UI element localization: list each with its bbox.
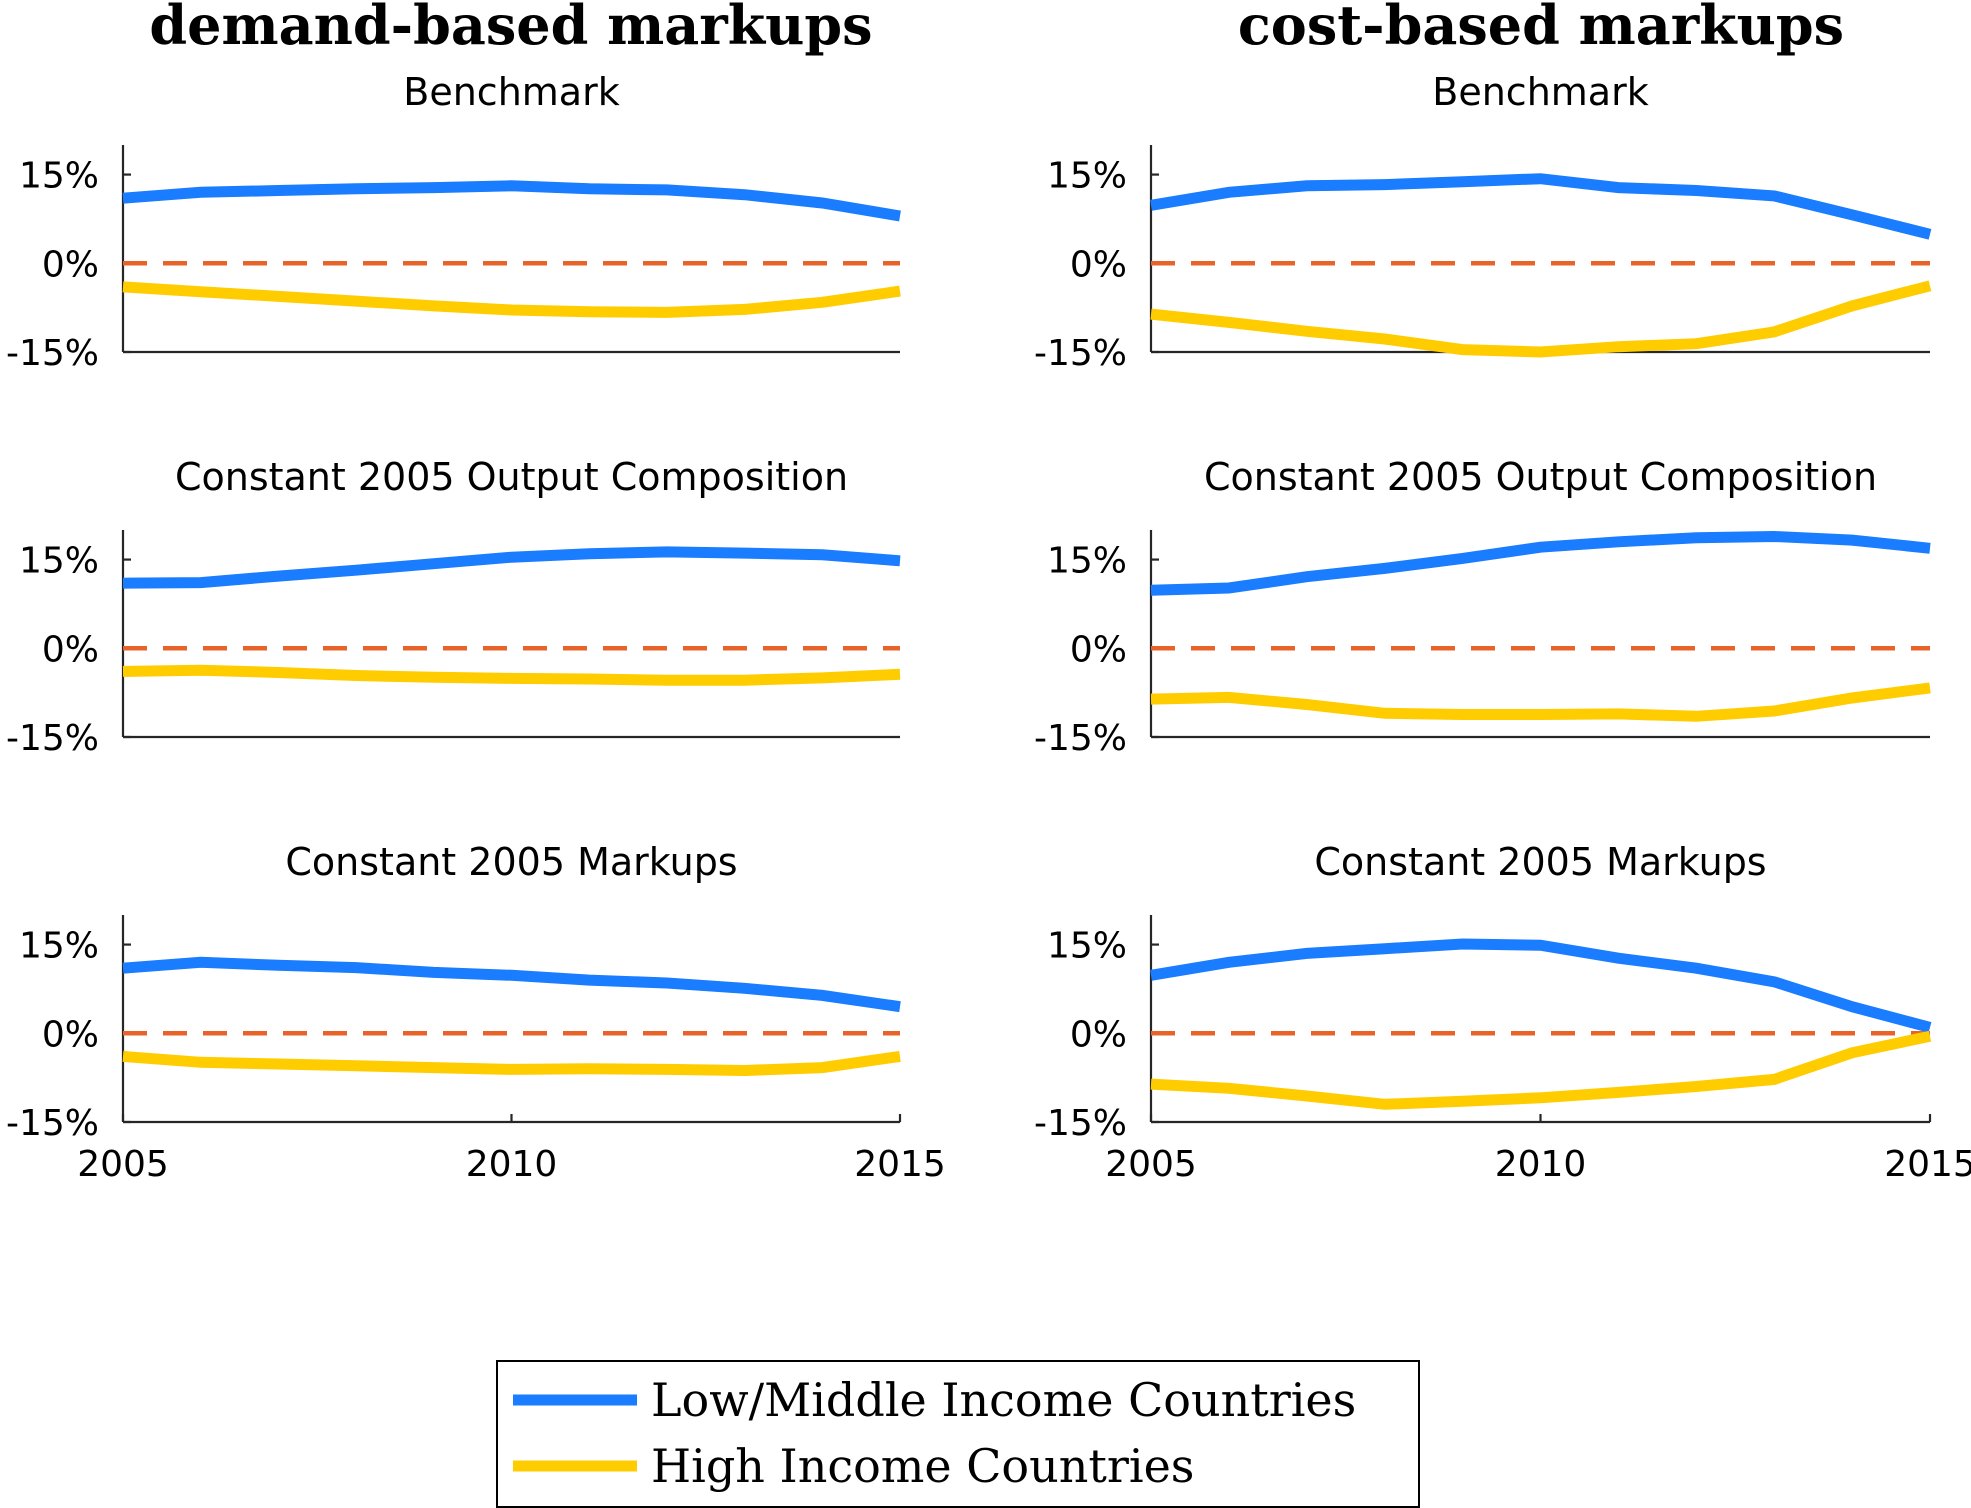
panel-6-series-high-income-countries <box>1150 1030 1932 1110</box>
panel-4-series-high-income-countries <box>1150 682 1931 722</box>
panel-6-y-tick-label: 15% <box>1047 926 1127 967</box>
column-title-demand: demand-based markups <box>149 0 872 57</box>
column-title-cost: cost-based markups <box>1238 0 1844 57</box>
panel-3: Constant 2005 Output Composition 15% 0% -15… <box>6 455 901 759</box>
panel-5-x-tick-label: 2015 <box>854 1144 946 1185</box>
panel-1: Benchmark 15% 0% -15% <box>6 70 901 374</box>
panel-6-y-tick-label: -15% <box>1034 1103 1127 1144</box>
panel-1-y-tick-label: 0% <box>42 244 99 285</box>
panel-1-y-tick-label: 15% <box>19 156 99 197</box>
panel-5-y-tick-label: -15% <box>6 1103 99 1144</box>
panel-1-y-tick-label: -15% <box>6 333 99 374</box>
panel-4-y-tick-label: 0% <box>1070 629 1127 670</box>
panel-4-title: Constant 2005 Output Composition <box>1204 455 1877 499</box>
panel-5-y-tick-label: 15% <box>19 926 99 967</box>
panel-5-series-low-middle-income-countries <box>122 956 901 1013</box>
panel-6-x-tick-label: 2010 <box>1495 1144 1587 1185</box>
panel-6-title: Constant 2005 Markups <box>1314 840 1766 884</box>
panel-2-y-tick-label: 15% <box>1047 156 1127 197</box>
panel-3-title: Constant 2005 Output Composition <box>175 455 848 499</box>
panel-1-series-high-income-countries <box>122 281 901 318</box>
panel-1-title: Benchmark <box>403 70 619 114</box>
panel-5-x-tick-label: 2010 <box>466 1144 558 1185</box>
panel-4: Constant 2005 Output Composition 15% 0% -15… <box>1034 455 1931 759</box>
panel-6-x-tick-label: 2005 <box>1105 1144 1197 1185</box>
panel-6-series-low-middle-income-countries <box>1150 938 1932 1033</box>
panel-6: Constant 2005 Markups 15% 0% -15%2005 2010 20… <box>1034 840 1971 1185</box>
panel-2-series-high-income-countries <box>1150 280 1932 358</box>
panel-2-y-tick-label: 0% <box>1070 244 1127 285</box>
legend-label-low-middle: Low/Middle Income Countries <box>651 1373 1356 1427</box>
panel-5: Constant 2005 Markups 15% 0% -15%2005 2010 20… <box>6 840 946 1185</box>
panel-5-x-tick-label: 2005 <box>77 1144 169 1185</box>
panel-3-series-high-income-countries <box>122 664 901 686</box>
panel-3-y-tick-label: -15% <box>6 718 99 759</box>
panel-6-y-tick-label: 0% <box>1070 1014 1127 1055</box>
panels: Benchmark15%0%-15%Benchmark15%0%-15%Cons… <box>6 70 1971 1185</box>
panel-3-y-tick-label: 15% <box>19 541 99 582</box>
panel-3-series-low-middle-income-countries <box>122 546 901 589</box>
panel-5-title: Constant 2005 Markups <box>285 840 737 884</box>
panel-4-series-low-middle-income-countries <box>1150 530 1931 596</box>
panel-3-y-tick-label: 0% <box>42 629 99 670</box>
panel-2: Benchmark 15% 0% -15% <box>1034 70 1932 374</box>
panel-2-y-tick-label: -15% <box>1034 333 1127 374</box>
panel-4-y-tick-label: -15% <box>1034 718 1127 759</box>
legend: Low/Middle Income Countries High Income … <box>496 1360 1420 1508</box>
legend-box <box>496 1360 1420 1508</box>
panel-1-series-low-middle-income-countries <box>122 180 901 222</box>
panel-4-y-tick-label: 15% <box>1047 541 1127 582</box>
panel-6-x-tick-label: 2015 <box>1884 1144 1971 1185</box>
panel-5-series-high-income-countries <box>122 1050 901 1077</box>
panel-2-title: Benchmark <box>1432 70 1648 114</box>
legend-label-high: High Income Countries <box>651 1439 1194 1493</box>
panel-5-y-tick-label: 0% <box>42 1014 99 1055</box>
panel-2-series-low-middle-income-countries <box>1150 173 1932 240</box>
